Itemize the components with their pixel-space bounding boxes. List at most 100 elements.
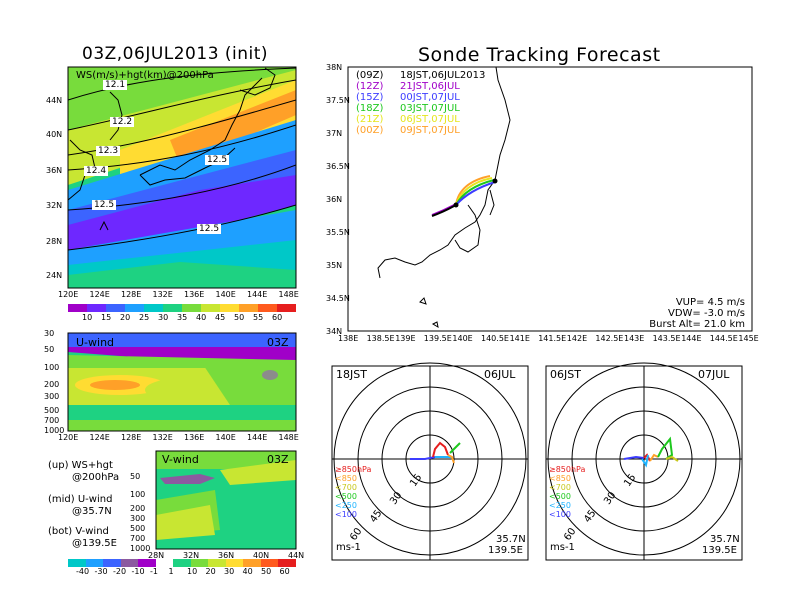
hodograph-lat: 35.7N [710, 534, 740, 545]
legend-label: 09JST,07JUL [400, 125, 460, 136]
track-lat-tick: 34N [326, 327, 343, 336]
map-lon-tick: 124E [89, 290, 110, 299]
bottom-colorbar-tick: -1 [150, 567, 158, 576]
track-lat-tick: 38N [326, 63, 343, 72]
track-lon-tick: 138.5E [366, 334, 395, 343]
map-lat-tick: 40N [46, 130, 63, 139]
hodograph-trace [657, 436, 674, 460]
hodograph-level: <250 [549, 501, 571, 510]
legend-code: (18Z) [356, 103, 384, 114]
hodograph-trace [410, 456, 436, 460]
map-lat-tick: 32N [46, 201, 63, 210]
contour-label: 12.4 [84, 166, 109, 176]
legend-code: (15Z) [356, 92, 384, 103]
hodograph-trace [623, 455, 645, 460]
track-point [453, 202, 459, 208]
hodograph-time: 18JST [336, 368, 367, 381]
track-lon-tick: 145E [738, 334, 759, 343]
track-point [492, 178, 498, 184]
map-colorbar-tick: 55 [253, 313, 264, 322]
v-y-tick: 50 [130, 472, 141, 481]
legend-label: 18JST,06JUL2013 [400, 70, 486, 81]
u-x-tick: 144E [247, 433, 268, 442]
side-note-line1: (mid) U-wind [48, 494, 113, 505]
track-lon-tick: 139.5E [423, 334, 452, 343]
u-x-tick: 140E [215, 433, 236, 442]
v-x-tick: 44N [288, 551, 305, 560]
hodograph-level: <850 [549, 474, 571, 483]
colorbar-swatch [278, 559, 296, 567]
hodograph-trace [665, 455, 679, 462]
track-info-line: Burst Alt= 21.0 km [649, 319, 745, 330]
map-lon-tick: 128E [121, 290, 142, 299]
contour-label: 12.2 [110, 117, 135, 127]
track-info-line: VDW= -3.0 m/s [668, 308, 745, 319]
u-y-tick: 30 [44, 329, 55, 338]
colorbar-swatch [182, 304, 201, 312]
u-wind-time: 03Z [267, 336, 289, 349]
map-colorbar-tick: 20 [120, 313, 131, 322]
hodograph-units: ms-1 [336, 542, 361, 553]
colorbar-swatch [125, 304, 144, 312]
track-lon-tick: 142.5E [595, 334, 624, 343]
map-lon-tick: 120E [58, 290, 79, 299]
v-x-tick: 28N [148, 551, 165, 560]
ws-field [68, 67, 296, 288]
u-x-tick: 136E [184, 433, 205, 442]
bottom-colorbar-tick: 1 [168, 567, 174, 576]
hodograph-level: <250 [335, 501, 357, 510]
map-colorbar [68, 304, 296, 312]
u-wind-label: U-wind [76, 336, 115, 349]
u-x-tick: 120E [58, 433, 79, 442]
map-colorbar-tick: 60 [272, 313, 283, 322]
colorbar-swatch [258, 304, 277, 312]
map-lat-tick: 24N [46, 271, 63, 280]
hodograph-level: <500 [549, 492, 571, 501]
track-lon-tick: 144.5E [709, 334, 738, 343]
right-title: Sonde Tracking Forecast [418, 44, 661, 66]
track-lon-tick: 141.5E [538, 334, 567, 343]
map-colorbar-tick: 40 [196, 313, 207, 322]
hodograph-trace [449, 442, 461, 454]
colorbar-swatch [220, 304, 239, 312]
colorbar-swatch [87, 304, 106, 312]
legend-code: (21Z) [356, 114, 384, 125]
track-lat-tick: 37N [326, 129, 343, 138]
hodograph-date: 07JUL [698, 368, 730, 381]
colorbar-swatch [201, 304, 220, 312]
hodograph-level: <850 [335, 474, 357, 483]
track-lon-tick: 140E [452, 334, 473, 343]
v-y-tick: 300 [130, 514, 146, 523]
hodograph-units: ms-1 [550, 542, 575, 553]
bottom-colorbar-tick: 20 [205, 567, 216, 576]
hodograph-lon: 139.5E [488, 545, 523, 556]
legend-code: (12Z) [356, 81, 384, 92]
u-y-tick: 100 [44, 363, 60, 372]
map-label: WS(m/s)+hgt(km)@200hPa [76, 70, 214, 81]
hodograph-time: 06JST [550, 368, 581, 381]
u-x-tick: 132E [152, 433, 173, 442]
hodograph-lon: 139.5E [702, 545, 737, 556]
colorbar-swatch [243, 559, 261, 567]
hodograph-date: 06JUL [484, 368, 516, 381]
u-x-tick: 148E [278, 433, 299, 442]
track-lat-tick: 34.5N [326, 294, 350, 303]
contour-label: 12.3 [96, 146, 121, 156]
bottom-colorbar-tick: -30 [94, 567, 108, 576]
track-lon-tick: 143E [624, 334, 645, 343]
colorbar-swatch [277, 304, 296, 312]
hodograph-lat: 35.7N [496, 534, 526, 545]
colorbar-swatch [190, 559, 209, 567]
legend-label: 03JST,07JUL [400, 103, 460, 114]
sonde-tracks [431, 175, 498, 217]
map-colorbar-tick: 10 [82, 313, 93, 322]
colorbar-swatch [173, 559, 191, 567]
bottom-colorbar-tick: 30 [224, 567, 235, 576]
legend-label: 06JST,07JUL [400, 114, 460, 125]
colorbar-swatch [120, 559, 139, 567]
v-y-tick: 500 [130, 524, 146, 533]
track-lon-tick: 142E [566, 334, 588, 343]
hodograph-level: ≥850hPa [549, 465, 586, 474]
